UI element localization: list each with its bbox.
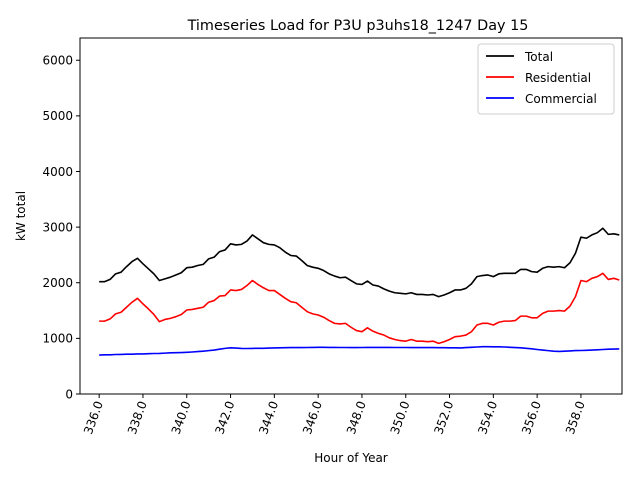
series-line-residential <box>99 272 620 345</box>
legend: Total Residential Commercial <box>477 43 615 115</box>
x-axis-label: Hour of Year <box>314 451 388 465</box>
legend-label-total: Total <box>524 50 553 64</box>
y-tick-label: 5000 <box>42 109 73 123</box>
y-tick-label: 3000 <box>42 220 73 234</box>
y-tick-label: 2000 <box>42 276 73 290</box>
series-line-commercial <box>99 345 620 356</box>
legend-label-residential: Residential <box>525 71 591 85</box>
y-tick-label: 0 <box>65 387 73 401</box>
chart-title: Timeseries Load for P3U p3uhs18_1247 Day… <box>187 18 529 34</box>
y-tick-label: 6000 <box>42 54 73 68</box>
y-tick-label: 1000 <box>42 332 73 346</box>
legend-frame <box>477 43 615 115</box>
plot-frame <box>79 37 623 395</box>
y-tick-label: 4000 <box>42 165 73 179</box>
series-layer <box>99 227 620 356</box>
series-line-total <box>99 227 620 298</box>
y-axis: 0 1000 2000 3000 4000 5000 6000 <box>42 54 80 401</box>
y-axis-label: kW total <box>14 191 28 241</box>
legend-label-commercial: Commercial <box>525 92 597 106</box>
